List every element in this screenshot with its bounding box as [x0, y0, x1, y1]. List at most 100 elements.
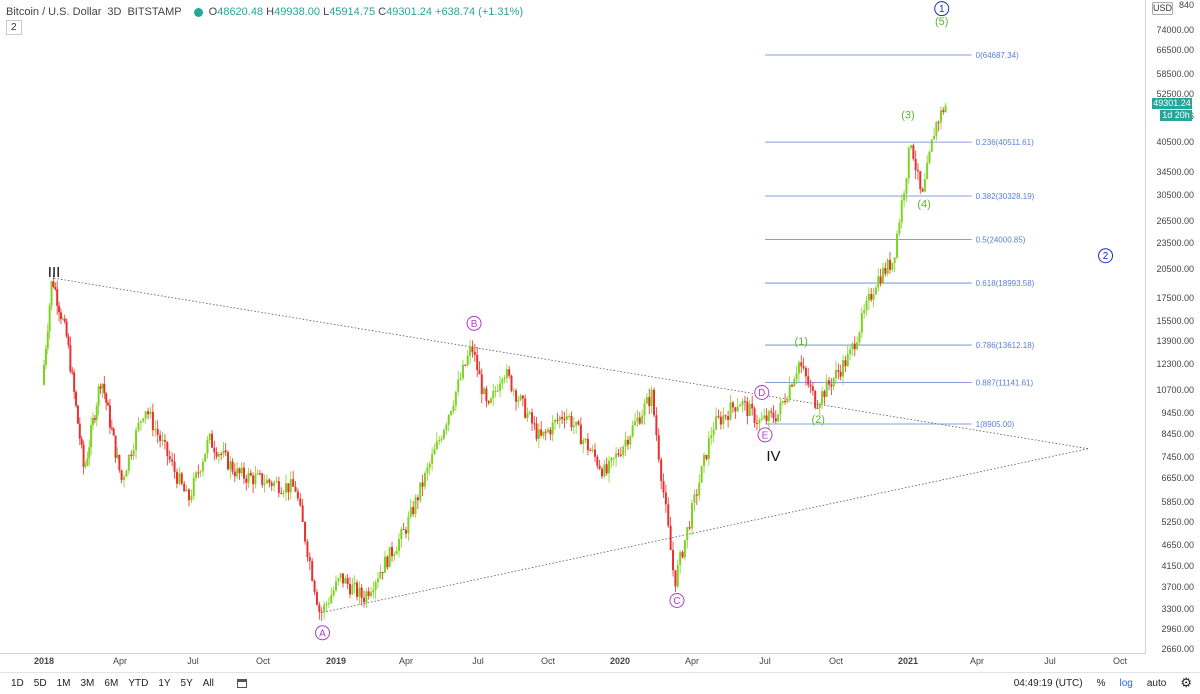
- price-tick-label: 8450.00: [1161, 428, 1194, 439]
- candle-body: [556, 419, 559, 421]
- candle-body: [48, 305, 51, 332]
- last-price-tag: 49301.24: [1152, 98, 1192, 109]
- bar-countdown-tag: 1d 20h: [1160, 110, 1192, 121]
- candle-body: [363, 597, 365, 603]
- candle-body: [547, 429, 549, 433]
- candle-body: [612, 457, 615, 459]
- candle-body: [910, 145, 913, 148]
- candle-body: [608, 460, 611, 474]
- candle-body: [811, 386, 814, 391]
- candle-body: [457, 379, 460, 392]
- time-tick-label: 2019: [325, 656, 347, 666]
- candle-body: [240, 467, 243, 474]
- candle-body: [842, 360, 845, 377]
- range-button-all[interactable]: All: [202, 678, 214, 689]
- candle-body: [374, 582, 377, 591]
- candle-body: [245, 478, 248, 483]
- candle-body: [676, 565, 679, 587]
- candle-body: [50, 281, 53, 306]
- candle-body: [860, 313, 863, 333]
- candle-body: [719, 416, 722, 425]
- wave-label: 2: [1103, 251, 1109, 262]
- range-button-1d[interactable]: 1D: [11, 678, 24, 689]
- price-tick-label: 20500.00: [1156, 263, 1194, 274]
- studies-toggle-button[interactable]: 2: [6, 20, 22, 35]
- candle-body: [818, 403, 821, 408]
- candle-body: [447, 414, 450, 425]
- candle-body: [423, 472, 426, 487]
- price-tick-label: 74000.00: [1156, 25, 1194, 35]
- interval-label[interactable]: 3D: [107, 6, 122, 18]
- candle-body: [154, 428, 157, 431]
- auto-toggle[interactable]: auto: [1146, 677, 1167, 689]
- range-button-ytd[interactable]: YTD: [128, 678, 149, 689]
- candle-body: [832, 378, 835, 387]
- range-button-5y[interactable]: 5Y: [180, 678, 193, 689]
- candle-body: [398, 539, 400, 551]
- candle-body: [703, 454, 706, 467]
- candle-body: [263, 483, 266, 485]
- range-button-1m[interactable]: 1M: [56, 678, 71, 689]
- candle-body: [856, 342, 859, 350]
- candle-body: [407, 516, 410, 534]
- candle-body: [672, 550, 675, 571]
- candle-body: [118, 454, 121, 471]
- candle-body: [589, 450, 592, 452]
- percent-toggle[interactable]: %: [1096, 677, 1106, 689]
- candle-body: [724, 415, 727, 417]
- candle-body: [90, 425, 93, 448]
- candle-body: [76, 405, 79, 424]
- candle-body: [306, 541, 309, 558]
- range-button-6m[interactable]: 6M: [104, 678, 119, 689]
- candle-body: [729, 402, 732, 420]
- candle-body: [419, 482, 422, 501]
- candle-body: [540, 429, 543, 436]
- candle-body: [325, 603, 328, 605]
- candle-body: [353, 582, 356, 585]
- price-axis[interactable]: 74000.00 66500.00 58500.00 52500.00 40500.00…: [1146, 0, 1200, 654]
- chart-area[interactable]: 0(64687.34) 0.236(40511.61) 0.382(30328.19…: [0, 0, 1146, 654]
- candle-body: [315, 592, 318, 605]
- candle-body: [151, 411, 154, 431]
- candle-body: [767, 411, 770, 421]
- candle-body: [405, 529, 407, 534]
- range-button-1y[interactable]: 1Y: [158, 678, 171, 689]
- wave-label: (5): [935, 16, 948, 28]
- candle-body: [874, 287, 877, 295]
- range-button-3m[interactable]: 3M: [80, 678, 95, 689]
- candle-body: [327, 603, 330, 605]
- price-chart[interactable]: 0(64687.34) 0.236(40511.61) 0.382(30328.19…: [0, 0, 1146, 654]
- calendar-icon[interactable]: [236, 679, 247, 688]
- candle-body: [816, 407, 819, 409]
- price-tick-label: 10700.00: [1156, 384, 1194, 395]
- price-tick-label: 5250.00: [1161, 517, 1194, 528]
- time-axis[interactable]: 2018 Apr Jul Oct 2019 Apr Jul Oct 2020 Apr Jul Oct 2…: [0, 654, 1146, 668]
- candle-body: [52, 281, 55, 287]
- candle-body: [650, 389, 653, 407]
- range-button-5d[interactable]: 5D: [33, 678, 47, 689]
- currency-label[interactable]: USD: [1152, 2, 1173, 15]
- wave-label: E: [762, 430, 769, 441]
- candle-body: [440, 438, 443, 440]
- candle-body: [765, 415, 768, 421]
- candle-body: [524, 398, 527, 418]
- candle-body: [870, 293, 873, 300]
- candle-body: [384, 556, 386, 573]
- candle-body: [137, 422, 140, 431]
- candle-body: [591, 449, 594, 451]
- price-tick-label: 7450.00: [1161, 452, 1194, 463]
- candle-body: [937, 122, 940, 124]
- candle-body: [814, 390, 817, 408]
- candle-body: [454, 391, 457, 406]
- time-tick-label: Jul: [759, 656, 771, 666]
- candle-body: [896, 233, 899, 258]
- candle-body: [662, 480, 665, 493]
- candle-body: [330, 595, 333, 604]
- candle-body: [59, 312, 62, 320]
- candle-body: [445, 424, 448, 431]
- log-toggle[interactable]: log: [1119, 677, 1133, 689]
- gear-icon[interactable]: ⚙: [1180, 675, 1192, 690]
- candle-body: [933, 135, 936, 140]
- clock-readout[interactable]: 04:49:19 (UTC): [1013, 677, 1083, 689]
- candle-body: [601, 468, 603, 477]
